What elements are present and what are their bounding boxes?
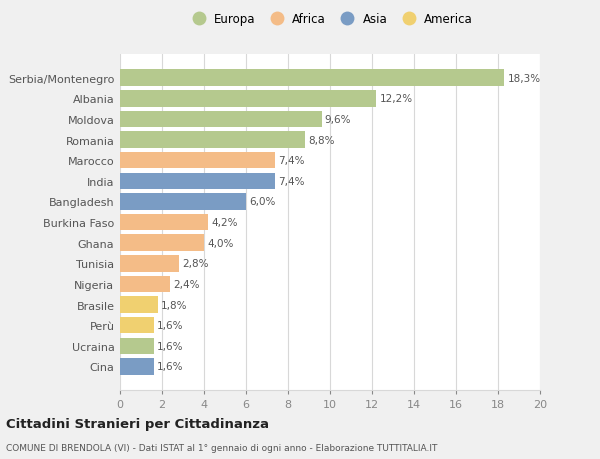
Text: 6,0%: 6,0%	[249, 197, 275, 207]
Legend: Europa, Africa, Asia, America: Europa, Africa, Asia, America	[185, 11, 475, 28]
Bar	[120, 276, 170, 292]
Text: 1,6%: 1,6%	[157, 320, 183, 330]
Text: 18,3%: 18,3%	[508, 73, 541, 84]
Bar	[120, 194, 246, 210]
Bar	[120, 256, 179, 272]
Bar	[120, 70, 504, 87]
Bar	[120, 297, 158, 313]
Text: COMUNE DI BRENDOLA (VI) - Dati ISTAT al 1° gennaio di ogni anno - Elaborazione T: COMUNE DI BRENDOLA (VI) - Dati ISTAT al …	[6, 443, 437, 452]
Bar	[120, 358, 154, 375]
Bar	[120, 153, 275, 169]
Text: 2,4%: 2,4%	[173, 280, 200, 289]
Text: 1,6%: 1,6%	[157, 362, 183, 372]
Text: 9,6%: 9,6%	[325, 115, 351, 125]
Bar	[120, 338, 154, 354]
Bar	[120, 91, 376, 107]
Text: Cittadini Stranieri per Cittadinanza: Cittadini Stranieri per Cittadinanza	[6, 417, 269, 430]
Text: 4,0%: 4,0%	[207, 238, 233, 248]
Text: 7,4%: 7,4%	[278, 156, 305, 166]
Text: 8,8%: 8,8%	[308, 135, 334, 146]
Bar	[120, 214, 208, 231]
Bar	[120, 132, 305, 149]
Text: 2,8%: 2,8%	[182, 259, 208, 269]
Bar	[120, 173, 275, 190]
Text: 1,8%: 1,8%	[161, 300, 187, 310]
Text: 12,2%: 12,2%	[379, 94, 412, 104]
Text: 1,6%: 1,6%	[157, 341, 183, 351]
Text: 4,2%: 4,2%	[211, 218, 238, 228]
Bar	[120, 317, 154, 334]
Bar	[120, 235, 204, 252]
Text: 7,4%: 7,4%	[278, 176, 305, 186]
Bar	[120, 112, 322, 128]
